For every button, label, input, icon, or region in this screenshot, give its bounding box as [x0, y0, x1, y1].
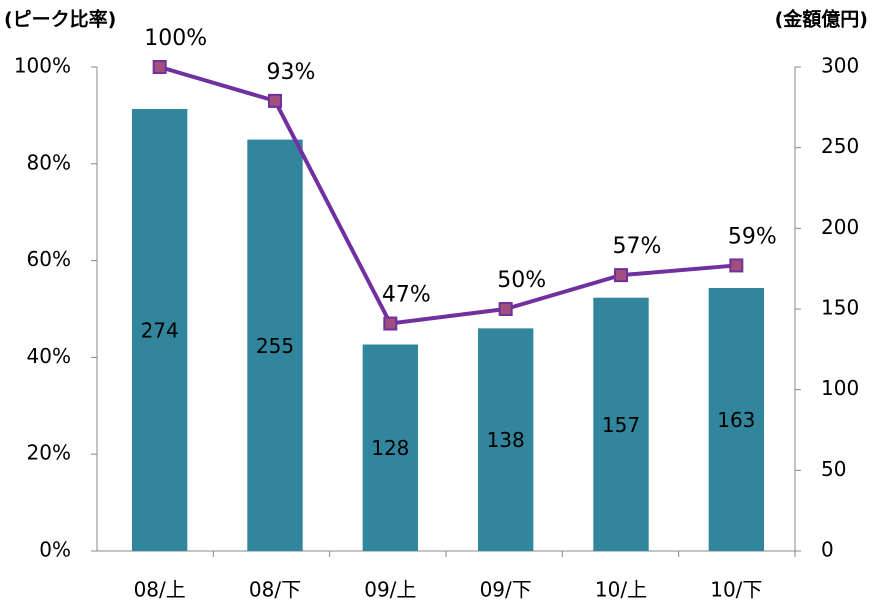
bar-value-label: 157	[602, 413, 640, 437]
line-value-label: 59%	[728, 224, 777, 249]
line	[159, 65, 737, 326]
y2-tick-label: 100	[821, 376, 859, 400]
y-tick-label: 40%	[27, 344, 71, 368]
y-tick-label: 20%	[27, 441, 71, 465]
line-marker	[268, 93, 282, 108]
bar-value-label: 128	[371, 436, 409, 460]
bar-value-label: 138	[487, 428, 525, 452]
y2-tick-label: 50	[821, 457, 846, 481]
bar	[593, 297, 649, 551]
line-value-label: 57%	[613, 234, 662, 259]
y-tick-label: 80%	[27, 150, 71, 174]
x-tick-label: 10/下	[710, 578, 762, 602]
line-marker	[383, 316, 398, 331]
bar	[362, 344, 419, 551]
line-value-label: 93%	[267, 60, 316, 85]
bar-value-label: 255	[256, 334, 294, 358]
x-tick-label: 10/上	[595, 578, 647, 602]
y2-tick-label: 150	[821, 296, 859, 320]
x-tick-label: 09/上	[364, 578, 416, 602]
line-value-label: 100%	[144, 26, 207, 51]
y2-tick-label: 200	[821, 215, 859, 239]
line-marker	[729, 258, 744, 273]
x-tick-label: 08/下	[249, 578, 301, 602]
y2-tick-label: 0	[821, 538, 834, 562]
x-tick-label: 09/下	[480, 578, 532, 602]
y-tick-label: 0%	[39, 538, 71, 562]
bar-value-label: 274	[141, 318, 179, 342]
bar	[247, 139, 303, 551]
line-marker	[498, 302, 513, 316]
x-tick-label: 08/上	[134, 578, 186, 602]
y-axis-title: (ピーク比率)	[4, 8, 116, 31]
y2-tick-label: 300	[821, 54, 859, 78]
y2-tick-label: 250	[821, 134, 859, 158]
line-value-label: 50%	[497, 268, 546, 293]
y-tick-label: 60%	[27, 247, 71, 271]
bar	[477, 328, 534, 551]
y2-axis-title: (金額億円)	[775, 8, 868, 31]
line-marker	[614, 268, 628, 283]
bar	[131, 108, 188, 552]
line-value-label: 47%	[382, 283, 431, 308]
bar-value-label: 163	[717, 408, 755, 432]
line-marker	[152, 60, 167, 74]
y-tick-label: 100%	[14, 54, 71, 78]
bar	[708, 288, 765, 551]
